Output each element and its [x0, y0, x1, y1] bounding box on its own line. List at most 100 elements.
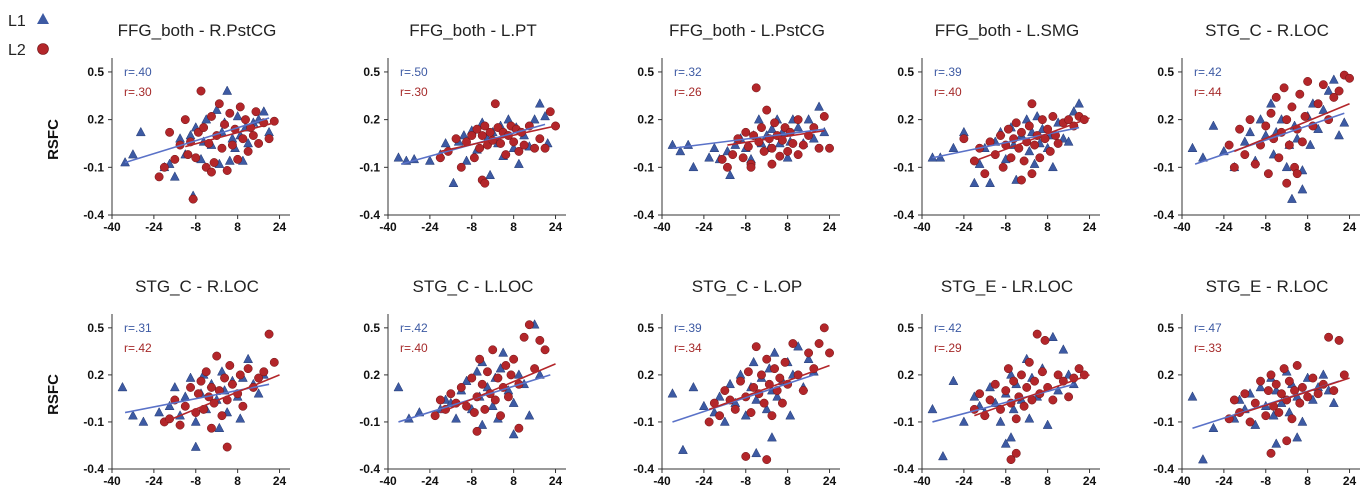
legend-marker-l1: [37, 13, 49, 24]
point-l2: [804, 348, 814, 358]
scatter-panel-8: STG_C - L.OP 0.5 0.2 -0.1 -0.4-40 -24 -8 8 24 r=.…: [633, 277, 840, 488]
point-l1: [1008, 403, 1019, 414]
y-tick-label: 0.5: [637, 65, 654, 79]
y-tick-label: -0.1: [83, 415, 104, 429]
point-l2: [496, 411, 506, 421]
point-l2: [780, 357, 790, 367]
point-l2: [475, 143, 485, 153]
x-tick-label: -40: [103, 474, 121, 488]
point-l2: [519, 332, 529, 342]
x-tick-label: 8: [510, 474, 517, 488]
x-tick-label: -40: [1173, 220, 1191, 234]
point-l2: [788, 139, 798, 148]
point-l2: [451, 134, 461, 144]
point-l1: [1255, 114, 1266, 124]
fit-line-l2: [1234, 377, 1350, 417]
point-l1: [751, 447, 762, 458]
point-l2: [238, 401, 248, 411]
y-tick-label: -0.4: [633, 208, 654, 222]
y-tick-label: 0.5: [87, 321, 104, 335]
point-l2: [825, 348, 834, 358]
point-l2: [1048, 395, 1058, 405]
point-l2: [1006, 455, 1016, 465]
fit-line-l1: [672, 128, 825, 150]
y-tick-label: 0.2: [363, 368, 380, 382]
fit-line-l1: [672, 374, 815, 423]
point-l2: [506, 370, 516, 380]
point-l2: [509, 137, 519, 147]
r-label-l2: r=.33: [1194, 341, 1222, 355]
x-tick-label: 8: [234, 220, 241, 234]
x-tick-label: -8: [1000, 220, 1011, 234]
point-l1: [477, 419, 488, 429]
fit-line-l2: [708, 364, 830, 411]
point-l2: [456, 162, 466, 172]
y-tick-label: 0.2: [1157, 113, 1174, 127]
point-l2: [762, 105, 772, 115]
point-l1: [678, 444, 688, 454]
point-l1: [1047, 161, 1058, 172]
scatter-panel-6: STG_C - R.LOC 0.5 0.2 -0.1 -0.4-40 -24 -8 8 24 RS…: [45, 277, 290, 488]
x-tick-label: -8: [1260, 474, 1271, 488]
y-tick-label: -0.4: [83, 208, 104, 222]
x-tick-label: 24: [1083, 474, 1097, 488]
y-axis-label: RSFC: [45, 374, 62, 415]
point-l2: [814, 143, 824, 153]
point-l1: [1339, 117, 1350, 127]
y-tick-label: -0.4: [1153, 208, 1174, 222]
point-l2: [540, 143, 550, 153]
y-tick-label: 0.2: [87, 113, 104, 127]
point-l2: [722, 162, 732, 172]
fit-line-l2: [727, 129, 825, 146]
point-l2: [751, 83, 761, 93]
x-tick-label: 8: [1304, 220, 1311, 234]
point-l2: [220, 119, 230, 129]
r-label-l2: r=.30: [400, 85, 428, 99]
point-l2: [1274, 153, 1284, 163]
y-axis-label: RSFC: [45, 119, 62, 160]
panel-title: STG_E - R.LOC: [1206, 277, 1329, 296]
point-l2: [783, 146, 793, 156]
y-tick-label: 0.5: [1157, 65, 1174, 79]
point-l2: [475, 354, 485, 364]
y-tick-label: -0.1: [359, 160, 380, 174]
point-l2: [243, 146, 253, 156]
point-l2: [535, 134, 545, 144]
point-l2: [1282, 178, 1292, 188]
point-l1: [769, 347, 780, 357]
point-l2: [980, 169, 990, 179]
point-l2: [1295, 89, 1305, 99]
scatter-panel-5: STG_C - R.LOC 0.5 0.2 -0.1 -0.4-40 -24 -8 8 24 r=…: [1153, 21, 1360, 234]
point-l2: [170, 154, 180, 164]
point-l1: [688, 381, 699, 392]
point-l2: [1022, 382, 1032, 392]
fit-line-l2: [440, 363, 556, 414]
point-l1: [138, 416, 149, 426]
point-l2: [1329, 386, 1339, 396]
point-l1: [1058, 344, 1069, 354]
point-l2: [1240, 389, 1250, 399]
x-tick-label: -24: [695, 220, 713, 234]
point-l2: [1030, 376, 1040, 386]
point-l2: [1074, 364, 1084, 374]
point-l1: [529, 114, 540, 124]
y-tick-label: -0.1: [633, 415, 654, 429]
point-l2: [477, 379, 487, 389]
panel-title: STG_C - R.LOC: [1205, 21, 1329, 40]
point-l1: [211, 104, 222, 114]
y-tick-label: -0.4: [633, 462, 654, 476]
point-l2: [217, 143, 227, 153]
scatter-panel-2: FFG_both - L.PT 0.5 0.2 -0.1 -0.4-40 -24 -8 8 24…: [359, 21, 566, 234]
point-l2: [728, 150, 738, 160]
point-l2: [201, 367, 211, 377]
point-l2: [241, 115, 250, 125]
point-l1: [667, 388, 678, 398]
point-l2: [183, 150, 193, 160]
point-l2: [767, 411, 777, 421]
y-tick-label: -0.4: [893, 208, 914, 222]
point-l2: [503, 392, 513, 402]
point-l1: [222, 85, 233, 95]
x-tick-label: 8: [234, 474, 241, 488]
point-l2: [741, 127, 751, 137]
point-l1: [534, 98, 545, 108]
